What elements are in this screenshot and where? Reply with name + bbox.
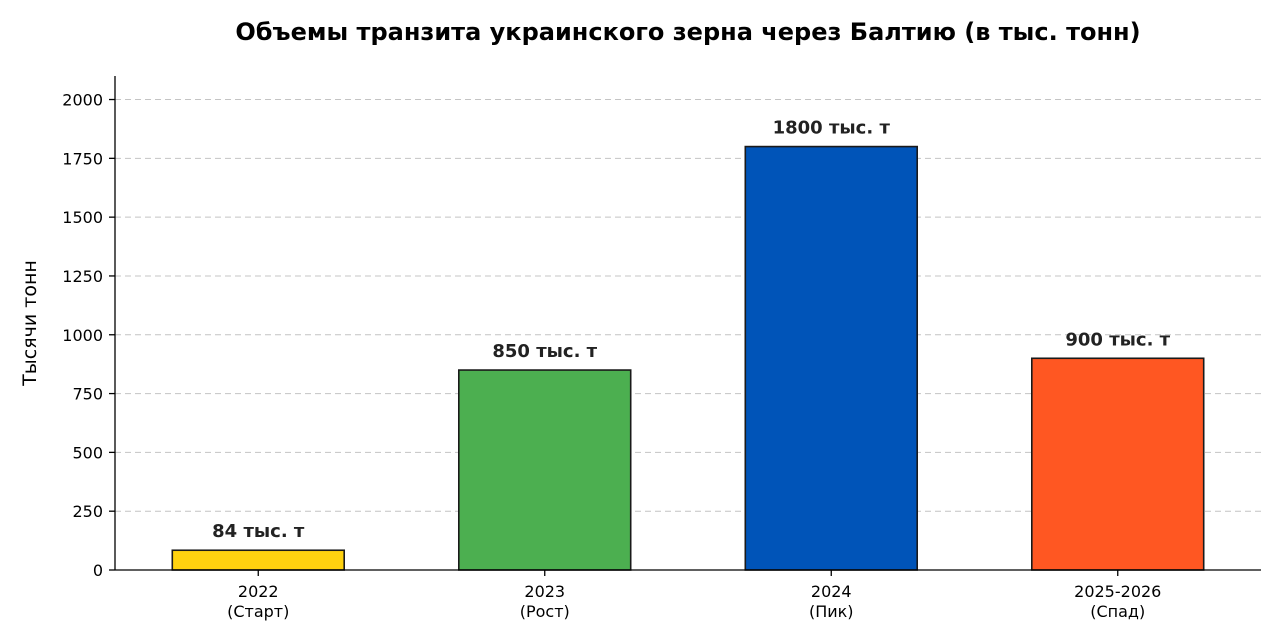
bar-2023 (457, 369, 632, 571)
x-tick-label-phase: (Пик) (809, 602, 854, 621)
bar-2024 (744, 145, 918, 571)
y-tick-label: 750 (72, 385, 103, 404)
data-labels: 84 тыс. т 850 тыс. т 1800 тыс. т 900 тыс. т (212, 118, 1171, 543)
y-tick-label: 1250 (62, 267, 103, 286)
y-tick-label: 1500 (62, 208, 103, 227)
y-tick-label: 1750 (62, 149, 103, 168)
y-tick-label: 1000 (62, 326, 103, 345)
x-tick-label-year: 2022 (238, 582, 279, 601)
y-tick-labels: 0 250 500 750 1000 1250 1500 1750 2000 (62, 91, 103, 580)
data-label: 850 тыс. т (492, 341, 597, 362)
y-tick-label: 2000 (62, 91, 103, 110)
x-tick-labels: 2022(Старт) 2023(Рост) 2024(Пик) 2025-2026(… (227, 582, 1161, 621)
bar-2022 (171, 549, 345, 571)
data-label: 900 тыс. т (1065, 329, 1170, 350)
x-tick-label-phase: (Спад) (1090, 602, 1145, 621)
data-label: 84 тыс. т (212, 521, 305, 542)
x-tick-label-year: 2024 (811, 582, 852, 601)
data-label: 1800 тыс. т (773, 118, 891, 139)
gridlines (115, 99, 1261, 512)
axes (109, 76, 1261, 576)
y-tick-label: 500 (72, 443, 103, 462)
bar-2025-2026 (1031, 357, 1205, 571)
bars (171, 145, 1205, 571)
x-tick-label-year: 2025-2026 (1074, 582, 1161, 601)
chart-title: Объемы транзита украинского зерна через … (235, 18, 1140, 46)
y-axis-label: Тысячи тонн (19, 260, 41, 387)
x-tick-label-phase: (Старт) (227, 602, 289, 621)
x-tick-label-phase: (Рост) (520, 602, 570, 621)
y-tick-label: 250 (72, 502, 103, 521)
y-tick-label: 0 (93, 561, 103, 580)
x-tick-label-year: 2023 (524, 582, 565, 601)
